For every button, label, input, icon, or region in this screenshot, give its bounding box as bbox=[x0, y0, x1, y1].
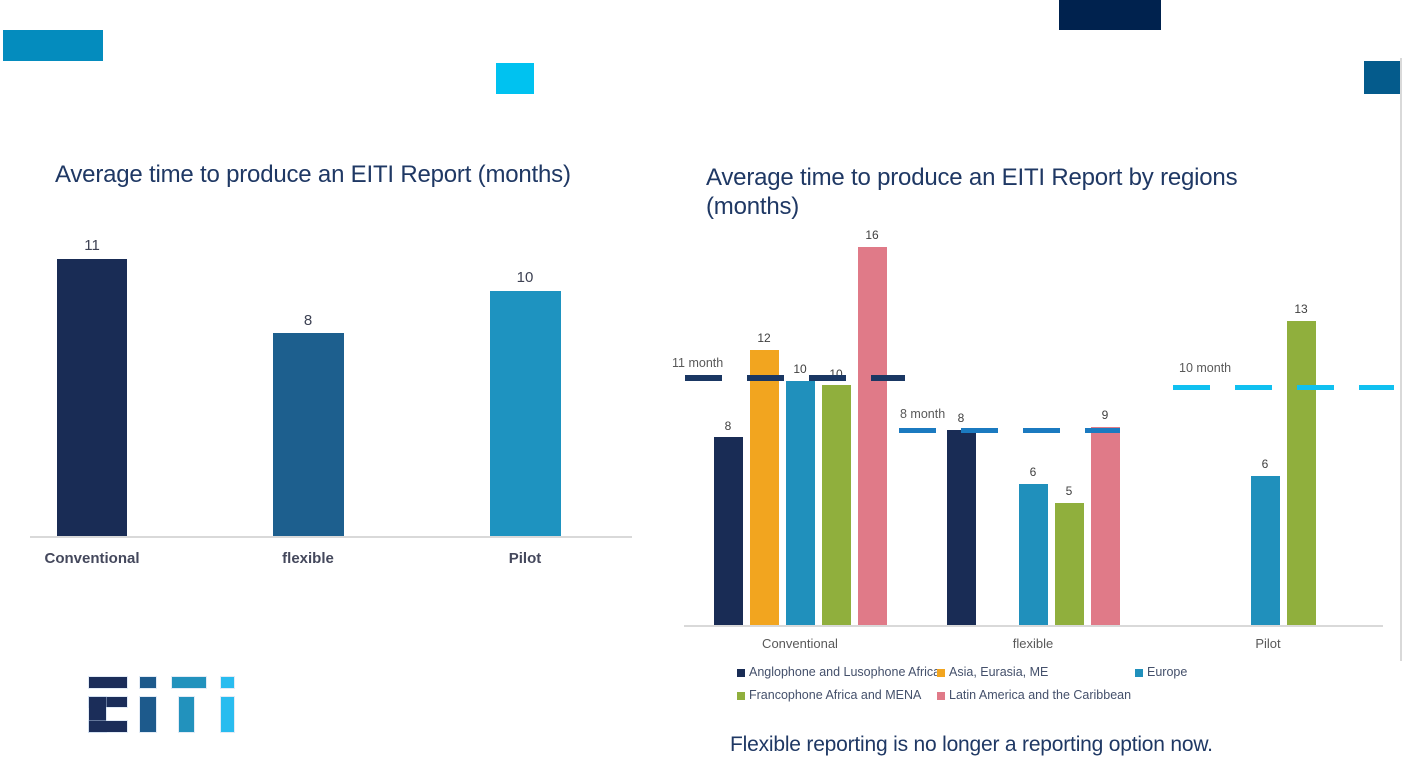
decor-blue-square bbox=[1364, 61, 1402, 94]
decor-navy-rect bbox=[1059, 0, 1161, 30]
bar-conventional-asia bbox=[750, 350, 779, 626]
bar-flexible-europe bbox=[1019, 484, 1048, 626]
decor-teal-rect bbox=[3, 30, 103, 61]
right-chart-title: Average time to produce an EITI Report b… bbox=[706, 164, 1238, 220]
bar-value-label: 10 bbox=[793, 362, 807, 376]
decor-cyan-square bbox=[496, 63, 534, 94]
logo-letter-t bbox=[172, 677, 206, 688]
bar-value-label: 11 bbox=[84, 237, 100, 254]
bar-value-label: 8 bbox=[303, 312, 313, 329]
legend-label-francophone: Francophone Africa and MENA bbox=[749, 688, 922, 702]
legend-label-europe: Europe bbox=[1147, 665, 1188, 679]
bar-conventional-europe bbox=[786, 381, 815, 626]
bar-conventional-anglophone bbox=[714, 437, 743, 626]
bar-flexible-latam bbox=[1091, 427, 1120, 626]
bar-conventional-latam bbox=[858, 247, 887, 626]
left-chart-x-axis bbox=[30, 536, 632, 538]
bar-conventional-francophone bbox=[822, 385, 851, 626]
bar-value-label: 6 bbox=[1029, 465, 1037, 479]
legend-label-latam: Latin America and the Caribbean bbox=[949, 688, 1132, 702]
bar-pilot-francophone bbox=[1287, 321, 1316, 626]
ref-line-10-month bbox=[1173, 385, 1394, 390]
legend-swatch-latam bbox=[937, 692, 945, 700]
logo-letter-i2 bbox=[221, 677, 234, 688]
bar-conventional bbox=[57, 259, 127, 537]
logo-letter-e bbox=[89, 721, 127, 732]
logo-letter-i1 bbox=[140, 677, 156, 688]
legend-label-asia: Asia, Eurasia, ME bbox=[949, 665, 1049, 679]
bar-value-label: 8 bbox=[724, 419, 732, 433]
bar-pilot bbox=[490, 291, 561, 537]
ref-line-11-month bbox=[685, 375, 905, 381]
bar-value-label: 12 bbox=[757, 331, 771, 345]
x-label-conventional: Conventional bbox=[44, 550, 140, 567]
bar-value-label: 13 bbox=[1294, 302, 1308, 316]
legend-label-anglophone: Anglophone and Lusophone Africa bbox=[749, 665, 941, 679]
bar-flexible-anglophone bbox=[947, 430, 976, 626]
logo-letter-i1 bbox=[140, 697, 156, 732]
ref-line-label-10-month: 10 month bbox=[1179, 361, 1232, 375]
left-chart-title: Average time to produce an EITI Report (… bbox=[55, 161, 571, 188]
x-label-flexible: flexible bbox=[282, 550, 334, 567]
x-label-conventional: Conventional bbox=[762, 636, 838, 651]
footer-note: Flexible reporting is no longer a report… bbox=[730, 733, 1213, 756]
ref-line-label-8-month: 8 month bbox=[900, 407, 946, 421]
ref-line-8-month bbox=[899, 428, 1120, 433]
legend-swatch-francophone bbox=[737, 692, 745, 700]
ref-line-label-11-month: 11 month bbox=[672, 356, 724, 370]
bar-pilot-europe bbox=[1251, 476, 1280, 626]
legend-swatch-asia bbox=[937, 669, 945, 677]
legend-swatch-europe bbox=[1135, 669, 1143, 677]
right-chart-x-axis bbox=[684, 625, 1383, 627]
logo-letter-e bbox=[89, 697, 127, 707]
x-label-pilot: Pilot bbox=[508, 550, 542, 567]
bar-value-label: 9 bbox=[1101, 408, 1109, 422]
bar-value-label: 10 bbox=[516, 269, 534, 286]
bar-value-label: 6 bbox=[1261, 457, 1269, 471]
x-label-pilot: Pilot bbox=[1255, 636, 1281, 651]
bar-flexible-francophone bbox=[1055, 503, 1084, 626]
logo-letter-e bbox=[89, 677, 127, 688]
x-label-flexible: flexible bbox=[1012, 636, 1054, 651]
bar-value-label: 16 bbox=[865, 228, 879, 242]
eiti-logo-text: EITI bbox=[0, 0, 1, 1]
slide-edge-line bbox=[1400, 58, 1402, 661]
bar-value-label: 5 bbox=[1065, 484, 1073, 498]
logo-letter-i2 bbox=[221, 697, 234, 732]
bar-flexible bbox=[273, 333, 344, 537]
legend-swatch-anglophone bbox=[737, 669, 745, 677]
bar-value-label: 8 bbox=[957, 411, 965, 425]
logo-letter-t bbox=[179, 697, 194, 732]
